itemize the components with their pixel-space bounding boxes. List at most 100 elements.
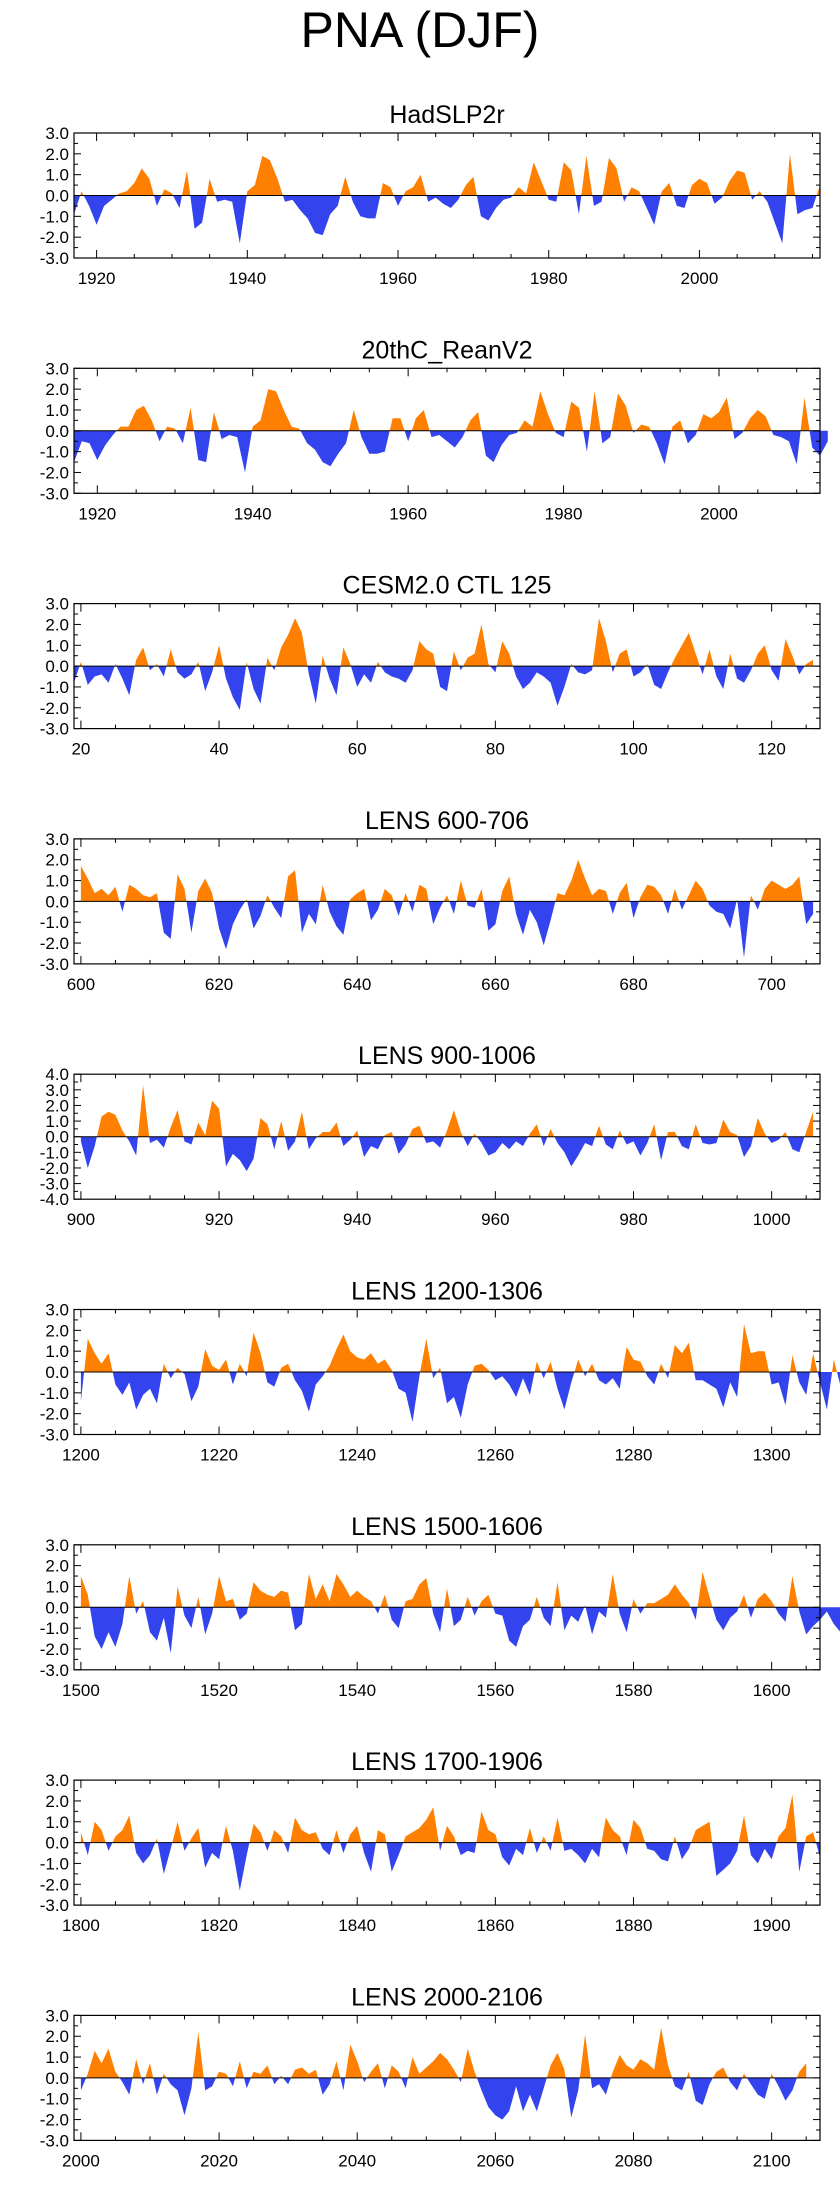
- y-tick-label: 2.0: [45, 615, 69, 634]
- x-tick-label: 1940: [234, 504, 272, 523]
- x-tick-label: 980: [619, 1210, 647, 1229]
- y-tick-label: -3.0: [40, 1896, 69, 1915]
- negative-area: [74, 666, 805, 710]
- chart-panel-5: LENS 900-1006 4.03.02.01.00.0-1.0-2.0-3.0…: [40, 1042, 821, 1229]
- positive-area: [96, 1085, 814, 1137]
- x-tick-label: 2000: [681, 269, 719, 288]
- y-tick-label: -1.0: [40, 207, 69, 226]
- x-tick-label: 1880: [615, 1916, 653, 1935]
- y-tick-label: -3.0: [40, 1661, 69, 1680]
- y-tick-label: 3.0: [45, 830, 69, 849]
- y-tick-label: 2.0: [45, 1096, 69, 1115]
- y-tick-label: -2.0: [40, 699, 69, 718]
- x-tick-label: 1220: [200, 1446, 238, 1465]
- x-tick-label: 620: [205, 975, 233, 994]
- chart-panel-2: 20thC_ReanV2 3.0 2.0 1.0 0.0 -1.0-2.0 -3.0 1920…: [40, 336, 828, 523]
- x-tick-label: 1860: [476, 1916, 514, 1935]
- y-tick-label: 0.0: [45, 892, 69, 911]
- x-tick-label: 1200: [62, 1446, 100, 1465]
- chart-panel-7: LENS 1500-16063.02.01.00.0-1.0-2.0-3.015…: [40, 1513, 840, 1700]
- chart-panel-8: LENS 1700-19063.02.01.00.0-1.0-2.0-3.018…: [40, 1748, 821, 1935]
- negative-area: [84, 1842, 820, 1891]
- y-tick-label: -3.0: [40, 720, 69, 739]
- x-tick-label: 20: [71, 740, 90, 759]
- y-tick-label: -2.0: [40, 463, 69, 482]
- chart-title: LENS 1700-1906: [351, 1748, 543, 1776]
- x-tick-label: 80: [486, 740, 505, 759]
- y-tick-label: -3.0: [40, 2131, 69, 2150]
- chart-title: LENS 900-1006: [358, 1042, 536, 1070]
- y-tick-label: 2.0: [45, 2027, 69, 2046]
- y-tick-label: 2.0: [45, 1557, 69, 1576]
- x-tick-label: 1600: [753, 1681, 791, 1700]
- x-tick-label: 2020: [200, 2151, 238, 2170]
- x-tick-label: 1980: [530, 269, 568, 288]
- chart-title: HadSLP2r: [389, 101, 504, 129]
- x-tick-label: 1580: [615, 1681, 653, 1700]
- chart-title: 20thC_ReanV2: [362, 336, 533, 364]
- x-tick-label: 1500: [62, 1681, 100, 1700]
- positive-area: [80, 153, 820, 196]
- x-tick-label: 40: [210, 740, 229, 759]
- x-tick-label: 1240: [338, 1446, 376, 1465]
- y-tick-label: -1.0: [40, 1619, 69, 1638]
- y-tick-label: -1.0: [40, 1854, 69, 1873]
- y-tick-label: 2.0: [45, 380, 69, 399]
- x-tick-label: 1960: [389, 504, 427, 523]
- y-tick-label: 3.0: [45, 124, 69, 143]
- x-tick-label: 2100: [753, 2151, 791, 2170]
- negative-area: [74, 195, 817, 244]
- y-tick-label: 3.0: [45, 1771, 69, 1790]
- y-tick-label: -2.0: [40, 1875, 69, 1894]
- x-tick-label: 1520: [200, 1681, 238, 1700]
- negative-area: [80, 2077, 797, 2120]
- x-tick-label: 1260: [476, 1446, 514, 1465]
- chart-title: CESM2.0 CTL 125: [343, 572, 552, 600]
- x-tick-label: 1300: [753, 1446, 791, 1465]
- x-tick-label: 1280: [615, 1446, 653, 1465]
- y-tick-label: 2.0: [45, 851, 69, 870]
- y-tick-label: -1.0: [40, 2090, 69, 2109]
- y-tick-label: 0.0: [45, 657, 69, 676]
- y-tick-label: 0.0: [45, 422, 69, 441]
- y-tick-label: 0.0: [45, 2069, 69, 2088]
- x-tick-label: 1960: [379, 269, 417, 288]
- x-tick-label: 1980: [545, 504, 583, 523]
- y-tick-label: -2.0: [40, 934, 69, 953]
- y-tick-label: -2.0: [40, 2111, 69, 2130]
- x-tick-label: 960: [481, 1210, 509, 1229]
- x-tick-label: 2080: [615, 2151, 653, 2170]
- y-tick-label: 1.0: [45, 1112, 69, 1131]
- y-tick-label: 3.0: [45, 1301, 69, 1320]
- x-tick-label: 1920: [78, 269, 116, 288]
- positive-area: [80, 1571, 799, 1608]
- x-tick-label: 680: [619, 975, 647, 994]
- y-tick-label: 1.0: [45, 166, 69, 185]
- positive-area: [84, 1324, 837, 1372]
- x-tick-label: 600: [67, 975, 95, 994]
- y-tick-label: -1.0: [40, 443, 69, 462]
- chart-title: LENS 1200-1306: [351, 1278, 543, 1306]
- negative-area: [119, 901, 814, 958]
- y-tick-label: -2.0: [40, 1405, 69, 1424]
- x-tick-label: 1560: [476, 1681, 514, 1700]
- x-tick-label: 2000: [62, 2151, 100, 2170]
- y-tick-label: -3.0: [40, 955, 69, 974]
- negative-area: [74, 430, 828, 473]
- negative-area: [80, 1372, 840, 1422]
- x-tick-label: 1940: [228, 269, 266, 288]
- chart-title: LENS 600-706: [365, 807, 529, 835]
- y-tick-label: 1.0: [45, 636, 69, 655]
- y-tick-label: 2.0: [45, 145, 69, 164]
- y-tick-label: 1.0: [45, 872, 69, 891]
- y-tick-label: 0.0: [45, 1128, 69, 1147]
- y-tick-label: -3.0: [40, 484, 69, 503]
- y-tick-label: -1.0: [40, 913, 69, 932]
- y-tick-label: -2.0: [40, 1640, 69, 1659]
- x-tick-label: 1000: [753, 1210, 791, 1229]
- x-tick-label: 2040: [338, 2151, 376, 2170]
- positive-area: [79, 618, 814, 667]
- y-tick-label: 1.0: [45, 2048, 69, 2067]
